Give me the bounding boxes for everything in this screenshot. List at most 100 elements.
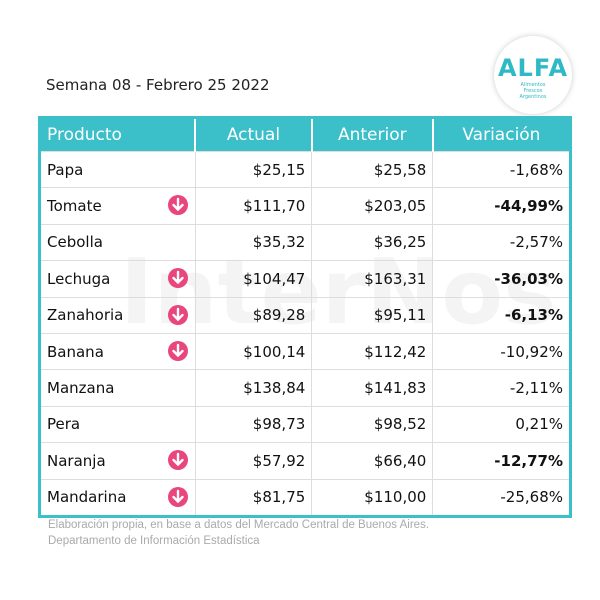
cell-text: 0,21%	[515, 415, 563, 434]
arrow	[167, 340, 189, 366]
table-cell: -2,11%	[432, 369, 571, 407]
table-row: Mandarina $81,75 $110,00 -25,68%	[39, 478, 571, 517]
price-table: Producto Actual Anterior Variación Papa $25,1…	[38, 116, 572, 518]
table-cell: -6,13%	[432, 296, 571, 334]
table-cell: Tomate	[39, 187, 196, 225]
cell-text: $35,32	[252, 233, 306, 252]
down-arrow-icon	[167, 304, 188, 325]
table-cell: -2,57%	[432, 223, 571, 261]
cell-text: Zanahoria	[47, 306, 124, 325]
cell-text: $98,52	[373, 415, 427, 434]
logo-tagline: Alimentos Frescos Argentinos	[519, 82, 547, 100]
cell-text: $66,40	[373, 451, 427, 470]
table-cell: $141,83	[311, 369, 433, 407]
down-arrow-icon	[167, 195, 188, 216]
cell-text: $25,15	[252, 160, 306, 179]
cell-text: Tomate	[47, 197, 102, 216]
table-cell: $25,58	[311, 150, 433, 188]
table-cell: Papa	[39, 150, 196, 188]
cell-text: Mandarina	[47, 488, 127, 507]
table-cell: Zanahoria	[39, 296, 196, 334]
cell-text: $163,31	[364, 269, 427, 288]
cell-text: $100,14	[243, 342, 306, 361]
column-header: Actual	[194, 117, 312, 152]
table-cell: $35,32	[194, 223, 312, 261]
cell-text: $138,84	[243, 379, 306, 398]
table-cell: $98,52	[311, 405, 433, 443]
table-cell: -25,68%	[432, 478, 571, 517]
table-row: Naranja $57,92 $66,40 -12,77%	[39, 442, 571, 480]
arrow	[167, 449, 189, 475]
down-arrow-icon	[167, 268, 188, 289]
cell-text: Naranja	[47, 451, 106, 470]
cell-text: $25,58	[373, 160, 427, 179]
footer-line: Elaboración propia, en base a datos del …	[48, 519, 430, 531]
cell-text: Cebolla	[47, 233, 103, 252]
table-cell: $89,28	[194, 296, 312, 334]
table-cell: -1,68%	[432, 150, 571, 188]
table-cell: Lechuga	[39, 260, 196, 298]
table-cell: Banana	[39, 332, 196, 370]
cell-text: $57,92	[252, 451, 306, 470]
cell-text: $36,25	[373, 233, 427, 252]
cell-text: Papa	[47, 160, 84, 179]
table-row: Banana $100,14 $112,42 -10,92%	[39, 332, 571, 370]
table-cell: -36,03%	[432, 260, 571, 298]
table-cell: -44,99%	[432, 187, 571, 225]
table-cell: $112,42	[311, 332, 433, 370]
table-row: Pera $98,73 $98,52 0,21%	[39, 405, 571, 443]
table-cell: $100,14	[194, 332, 312, 370]
table-row: Cebolla $35,32 $36,25 -2,57%	[39, 223, 571, 261]
column-header: Variación	[431, 117, 571, 152]
footer: Elaboración propia, en base a datos del …	[48, 517, 429, 549]
table-cell: 0,21%	[432, 405, 571, 443]
cell-text: $111,70	[243, 197, 306, 216]
table-cell: Manzana	[39, 369, 196, 407]
cell-text: $104,47	[243, 269, 306, 288]
cell-text: $98,73	[252, 415, 306, 434]
cell-text: -6,13%	[504, 306, 563, 325]
footer-line: Departamento de Información Estadística	[48, 535, 260, 547]
cell-text: $112,42	[364, 342, 427, 361]
table-cell: $110,00	[311, 478, 433, 517]
cell-text: Lechuga	[47, 269, 111, 288]
cell-text: $141,83	[364, 379, 427, 398]
arrow	[167, 486, 189, 512]
subtitle: Semana 08 - Febrero 25 2022	[46, 76, 270, 94]
cell-text: Pera	[47, 415, 81, 434]
table-row: Tomate $111,70 $203,05 -44,99%	[39, 187, 571, 225]
cell-text: -2,11%	[509, 379, 563, 398]
table-cell: Mandarina	[39, 478, 196, 517]
header-row: Producto Actual Anterior Variación	[39, 117, 571, 152]
table-cell: $95,11	[311, 296, 433, 334]
cell-text: -12,77%	[494, 451, 563, 470]
cell-text: Banana	[47, 342, 104, 361]
table-row: Manzana $138,84 $141,83 -2,11%	[39, 369, 571, 407]
down-arrow-icon	[167, 340, 188, 361]
table-cell: $111,70	[194, 187, 312, 225]
arrow	[167, 304, 189, 330]
table-cell: $81,75	[194, 478, 312, 517]
cell-text: -25,68%	[500, 488, 563, 507]
cell-text: $81,75	[252, 488, 306, 507]
table-row: Lechuga $104,47 $163,31 -36,03%	[39, 260, 571, 298]
cell-text: -44,99%	[494, 197, 563, 216]
cell-text: -36,03%	[494, 269, 563, 288]
column-header: Producto	[39, 117, 196, 152]
table-cell: $57,92	[194, 442, 312, 480]
cell-text: -10,92%	[500, 342, 563, 361]
cell-text: Manzana	[47, 379, 115, 398]
cell-text: $203,05	[364, 197, 427, 216]
table-cell: Naranja	[39, 442, 196, 480]
table-cell: Pera	[39, 405, 196, 443]
arrow	[167, 267, 189, 293]
table-cell: $98,73	[194, 405, 312, 443]
table-row: Zanahoria $89,28 $95,11 -6,13%	[39, 296, 571, 334]
cell-text: $89,28	[252, 306, 306, 325]
table-cell: $25,15	[194, 150, 312, 188]
column-header: Anterior	[310, 117, 433, 152]
table-cell: $104,47	[194, 260, 312, 298]
table-cell: -10,92%	[432, 332, 571, 370]
down-arrow-icon	[167, 486, 188, 507]
